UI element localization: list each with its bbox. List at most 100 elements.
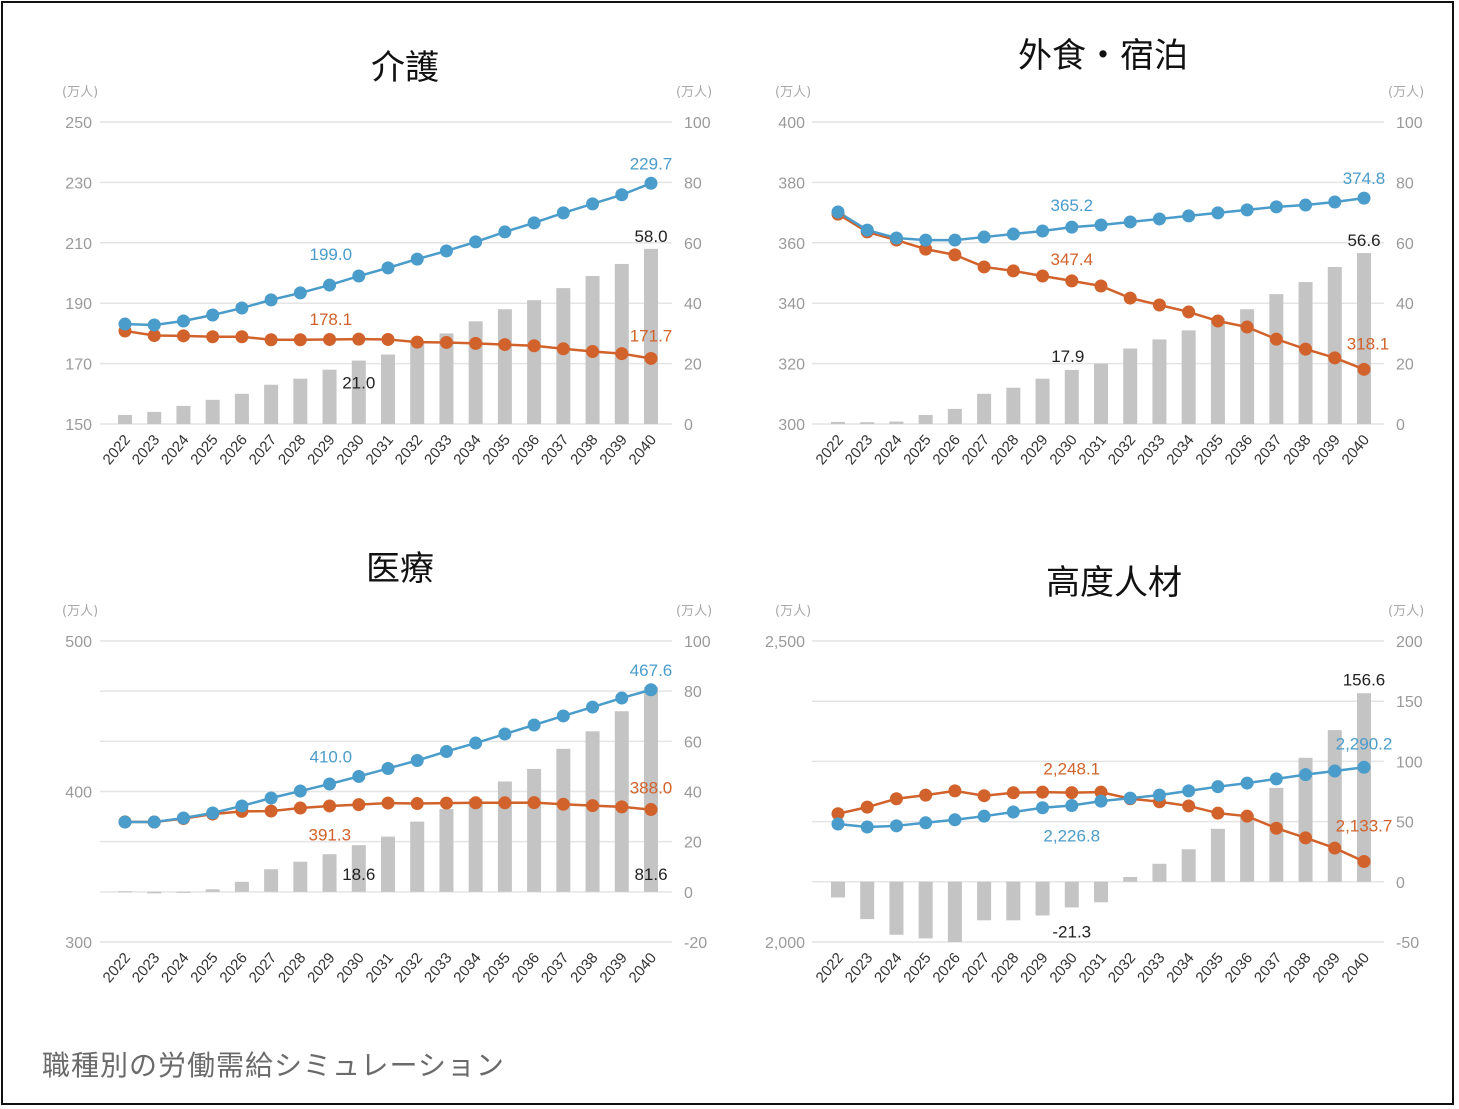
demand-point xyxy=(1182,784,1196,798)
demand-point xyxy=(176,811,190,825)
demand-point xyxy=(1357,760,1371,774)
gap-bar xyxy=(1035,881,1050,916)
demand-point xyxy=(206,308,220,322)
gap-bar xyxy=(147,891,162,894)
right-axis-tick: 40 xyxy=(1396,296,1414,313)
supply-point xyxy=(1036,785,1050,799)
supply-point xyxy=(498,338,512,352)
gap-bar xyxy=(1123,348,1138,424)
x-axis-tick: 2035 xyxy=(1192,950,1226,986)
right-axis-tick: 200 xyxy=(1396,634,1423,651)
right-axis-tick: 20 xyxy=(684,835,702,852)
gap-bar xyxy=(1181,849,1196,882)
gap-bar xyxy=(977,393,992,424)
demand-point xyxy=(831,205,845,219)
x-axis-tick: 2026 xyxy=(929,950,963,986)
x-axis-tick: 2025 xyxy=(900,950,934,986)
x-axis-tick: 2032 xyxy=(1105,950,1139,986)
supply-point xyxy=(1240,320,1254,334)
demand-point xyxy=(1094,218,1108,232)
supply-point xyxy=(644,351,658,365)
demand-point xyxy=(381,761,395,775)
demand-point xyxy=(1328,195,1342,209)
demand-point xyxy=(1065,220,1079,234)
right-axis-tick: 100 xyxy=(684,115,711,132)
x-axis-tick: 2024 xyxy=(871,950,905,986)
x-axis-tick: 2029 xyxy=(1017,950,1051,986)
demand-point xyxy=(235,301,249,315)
demand-point xyxy=(919,816,933,830)
right-axis-tick: 100 xyxy=(684,634,711,651)
gap-bar xyxy=(918,414,933,424)
x-axis-tick: 2031 xyxy=(1076,950,1110,986)
gap-bar xyxy=(644,248,658,424)
gap-bar xyxy=(831,881,845,898)
demand-point xyxy=(615,188,629,202)
supply-data-label: 2,133.7 xyxy=(1336,817,1393,836)
gap-data-label: 56.6 xyxy=(1347,231,1380,250)
demand-point xyxy=(1094,794,1108,808)
gap-bar xyxy=(1181,330,1196,424)
left-axis-tick: 2,000 xyxy=(765,935,805,952)
supply-point xyxy=(919,788,933,802)
right-axis-tick: 60 xyxy=(684,236,702,253)
gap-data-label: -21.3 xyxy=(1052,922,1091,941)
right-axis-tick: -20 xyxy=(684,935,707,952)
left-axis-tick: 150 xyxy=(65,417,92,434)
right-axis-tick: 20 xyxy=(684,357,702,374)
left-axis-tick: 190 xyxy=(65,296,92,313)
supply-point xyxy=(147,329,161,343)
demand-point xyxy=(1240,203,1254,217)
demand-point xyxy=(1211,206,1225,220)
gap-bar xyxy=(293,861,308,892)
left-axis-tick: 360 xyxy=(778,236,805,253)
right-axis-unit: (万人) xyxy=(676,85,712,100)
gap-bar xyxy=(831,421,845,424)
chart-title-gaishoku: 外食・宿泊 xyxy=(1018,36,1188,76)
gap-bar xyxy=(234,881,249,892)
x-axis-tick: 2036 xyxy=(1222,950,1256,986)
supply-point xyxy=(439,335,453,349)
gap-bar xyxy=(176,405,191,424)
demand-point xyxy=(527,216,541,230)
left-axis-unit: (万人) xyxy=(62,604,98,619)
x-axis-tick: 2038 xyxy=(1280,950,1314,986)
right-axis-tick: -50 xyxy=(1396,935,1419,952)
supply-point xyxy=(1036,269,1050,283)
x-axis-tick: 2037 xyxy=(1251,950,1285,986)
demand-point xyxy=(1182,209,1196,223)
demand-point xyxy=(1036,801,1050,815)
demand-point xyxy=(977,809,991,823)
demand-point xyxy=(977,230,991,244)
supply-point xyxy=(1211,806,1225,820)
demand-point xyxy=(948,813,962,827)
supply-point xyxy=(1182,799,1196,813)
left-axis-tick: 250 xyxy=(65,115,92,132)
supply-point xyxy=(498,796,512,810)
demand-data-label: 410.0 xyxy=(310,747,353,766)
demand-point xyxy=(586,700,600,714)
left-axis-tick: 230 xyxy=(65,175,92,192)
left-axis-tick: 300 xyxy=(778,417,805,434)
demand-point xyxy=(235,799,249,813)
supply-point xyxy=(948,784,962,798)
gap-bar xyxy=(1152,863,1167,882)
gap-bar xyxy=(1269,787,1284,882)
right-axis-tick: 0 xyxy=(1396,875,1405,892)
gap-bar xyxy=(351,360,366,424)
supply-point xyxy=(206,330,220,344)
demand-point xyxy=(206,806,220,820)
gap-bar xyxy=(1357,693,1371,882)
demand-point xyxy=(264,791,278,805)
demand-point xyxy=(1152,212,1166,226)
gap-data-label: 17.9 xyxy=(1051,347,1084,366)
x-axis-tick: 2039 xyxy=(1309,950,1343,986)
right-axis-unit: (万人) xyxy=(1388,604,1424,619)
supply-point xyxy=(977,789,991,803)
supply-point xyxy=(381,796,395,810)
demand-point xyxy=(556,709,570,723)
x-axis-tick: 2034 xyxy=(1163,950,1197,986)
